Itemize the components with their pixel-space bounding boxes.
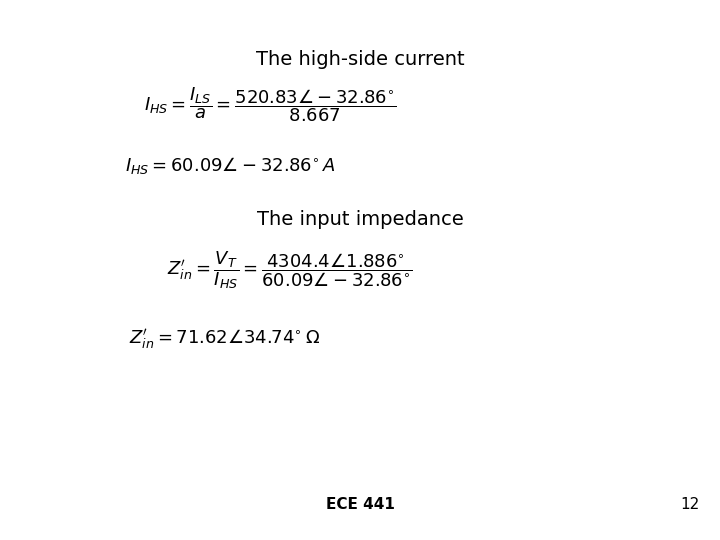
Text: The input impedance: The input impedance bbox=[256, 210, 464, 229]
Text: The high-side current: The high-side current bbox=[256, 50, 464, 69]
Text: ECE 441: ECE 441 bbox=[325, 497, 395, 512]
Text: $I_{HS}=\dfrac{I_{LS}}{a}=\dfrac{520.83\angle-32.86^{\circ}}{8.667}$: $I_{HS}=\dfrac{I_{LS}}{a}=\dfrac{520.83\… bbox=[143, 86, 397, 124]
Text: 12: 12 bbox=[680, 497, 700, 512]
Text: $Z^{\prime}_{in}=71.62\angle 34.74^{\circ}\,\Omega$: $Z^{\prime}_{in}=71.62\angle 34.74^{\cir… bbox=[130, 328, 320, 352]
Text: $I_{HS}=60.09\angle-32.86^{\circ}\,A$: $I_{HS}=60.09\angle-32.86^{\circ}\,A$ bbox=[125, 154, 336, 176]
Text: $Z^{\prime}_{in}=\dfrac{V_{T}}{I_{HS}}=\dfrac{4304.4\angle 1.886^{\circ}}{60.09\: $Z^{\prime}_{in}=\dfrac{V_{T}}{I_{HS}}=\… bbox=[167, 249, 413, 291]
